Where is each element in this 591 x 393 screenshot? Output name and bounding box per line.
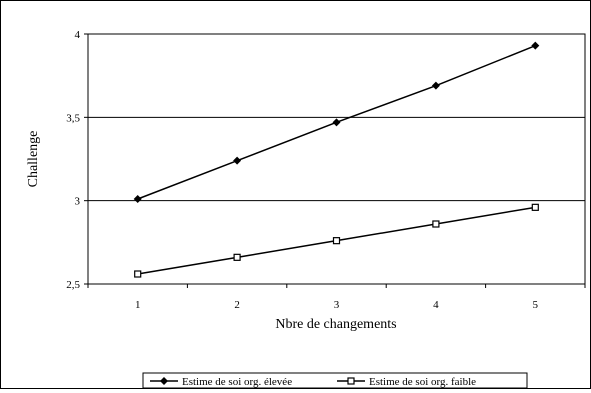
legend-label-high: Estime de soi org. élevée bbox=[182, 376, 292, 388]
x-tick-label: 4 bbox=[433, 299, 439, 311]
plot-area bbox=[87, 33, 586, 285]
series-2 bbox=[134, 203, 539, 278]
data-point-square bbox=[432, 220, 440, 228]
data-point-diamond bbox=[531, 41, 540, 50]
series-layer bbox=[133, 41, 540, 278]
data-point-diamond bbox=[431, 81, 440, 90]
data-point-square bbox=[233, 253, 241, 261]
legend-marker-diamond bbox=[160, 377, 168, 385]
gridlines bbox=[88, 116, 585, 202]
y-tick-label: 3,5 bbox=[66, 112, 80, 124]
y-tick-label: 4 bbox=[75, 29, 81, 41]
legend-item-low: Estime de soi org. faible bbox=[337, 376, 476, 388]
data-point-diamond bbox=[332, 118, 341, 127]
legend-item-high: Estime de soi org. élevée bbox=[150, 376, 292, 388]
legend-label-low: Estime de soi org. faible bbox=[369, 376, 476, 388]
x-axis-label: Nbre de changements bbox=[275, 317, 396, 332]
y-tick-label: 3 bbox=[75, 196, 81, 208]
axes: 2,5 3 3,5 4 1 2 3 4 5 bbox=[66, 29, 586, 311]
data-point-square bbox=[332, 237, 341, 245]
data-point-diamond bbox=[133, 195, 142, 203]
x-tick-label: 5 bbox=[533, 299, 539, 311]
y-tick-label: 2,5 bbox=[66, 279, 80, 291]
x-tick-label: 2 bbox=[234, 299, 240, 311]
x-tick-label: 3 bbox=[334, 299, 340, 311]
legend-marker-square bbox=[347, 377, 355, 385]
series-1 bbox=[133, 41, 540, 203]
y-axis-label: Challenge bbox=[26, 131, 41, 188]
legend: Estime de soi org. élevée Estime de soi … bbox=[142, 372, 528, 389]
data-point-diamond bbox=[233, 156, 242, 165]
data-point-square bbox=[134, 270, 142, 278]
data-point-square bbox=[531, 203, 539, 211]
x-tick-label: 1 bbox=[135, 299, 141, 311]
